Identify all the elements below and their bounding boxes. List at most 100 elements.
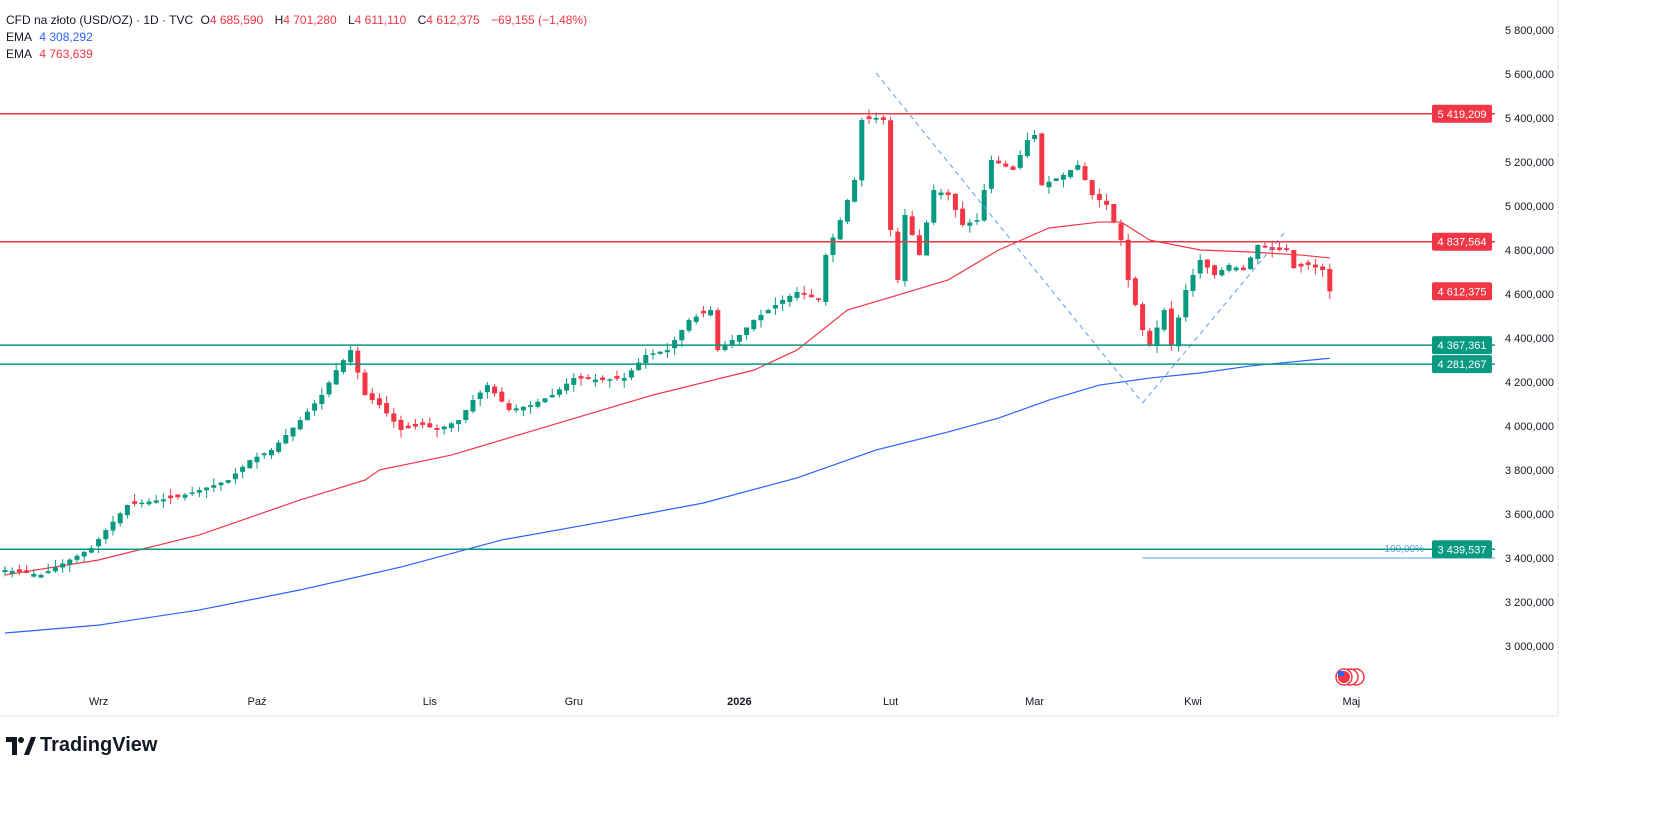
flag-canton — [1338, 671, 1344, 676]
support-level-tag — [1432, 355, 1492, 374]
candle-body — [1003, 163, 1009, 167]
low-value: 4 611,110 — [354, 13, 407, 27]
candle-body — [67, 559, 73, 565]
x-tick-label: Maj — [1343, 696, 1361, 708]
open-value: 4 685,590 — [209, 13, 264, 27]
candle-body — [736, 334, 742, 342]
candle-body — [916, 235, 922, 256]
candle-body — [1248, 257, 1254, 270]
candle-body — [549, 394, 555, 398]
y-tick-label: 5 200,000 — [1505, 157, 1554, 169]
y-tick-label: 4 600,000 — [1505, 289, 1554, 301]
y-tick-label: 3 000,000 — [1505, 641, 1554, 653]
candle-body — [117, 513, 123, 524]
candle-body — [1118, 223, 1124, 241]
candle-body — [420, 422, 426, 425]
candle-body — [542, 398, 548, 403]
y-tick-label: 5 600,000 — [1505, 69, 1554, 81]
candle-body — [319, 394, 325, 405]
candle-body — [1219, 270, 1225, 276]
candle-body — [859, 119, 865, 181]
candle-body — [405, 425, 411, 429]
resistance-level-tag — [1432, 104, 1492, 123]
candle-body — [621, 378, 627, 381]
candle-body — [960, 208, 966, 225]
candle-body — [45, 571, 51, 574]
candle-body — [751, 319, 757, 330]
candle-body — [1183, 290, 1189, 318]
candle-body — [1226, 264, 1232, 271]
candle-body — [600, 377, 606, 381]
candle-body — [650, 353, 656, 355]
trend-line — [1142, 229, 1287, 404]
us-flag-events-icon[interactable] — [1335, 668, 1365, 686]
candle-body — [664, 350, 670, 353]
candle-body — [24, 570, 30, 573]
candle-body — [672, 340, 678, 349]
y-tick-label: 4 400,000 — [1505, 333, 1554, 345]
candle-body — [902, 215, 908, 282]
candle-body — [520, 406, 526, 411]
candle-body — [700, 310, 706, 314]
y-tick-label: 3 200,000 — [1505, 597, 1554, 609]
y-tick-label: 3 600,000 — [1505, 509, 1554, 521]
candle-body — [52, 567, 58, 572]
tradingview-logo[interactable]: TradingView — [6, 734, 157, 757]
candle-body — [96, 539, 102, 547]
candle-body — [708, 310, 714, 316]
last-price-tag-label: 4 612,375 — [1438, 286, 1487, 298]
close-value: 4 612,375 — [426, 13, 480, 27]
chart-background — [0, 0, 1666, 730]
candle-body — [1262, 245, 1268, 248]
price-chart[interactable]: 3 000,000 3 200,000 3 400,000 3 600,000 3 80… — [0, 0, 1666, 730]
candle-body — [1197, 259, 1203, 274]
candle-body — [132, 501, 138, 504]
candle-body — [391, 413, 397, 422]
candle-body — [556, 389, 562, 395]
candle-body — [1204, 259, 1210, 268]
candle-body — [852, 180, 858, 202]
candle-body — [909, 216, 915, 236]
candle-body — [830, 237, 836, 255]
candle-body — [1017, 154, 1023, 168]
candle-body — [780, 299, 786, 304]
candle-body — [81, 551, 87, 557]
candle-body — [528, 405, 534, 407]
candle-body — [1060, 174, 1066, 180]
candle-body — [564, 383, 570, 391]
candle-body — [312, 403, 318, 411]
candle-body — [110, 521, 116, 531]
x-tick-label: Lut — [883, 696, 898, 708]
candle-body — [492, 386, 498, 394]
candle-body — [456, 420, 462, 425]
candle-body — [362, 372, 368, 395]
candle-body — [571, 378, 577, 385]
candle-body — [679, 330, 685, 341]
resistance-level-tag — [1432, 232, 1492, 251]
candle-body — [657, 351, 663, 354]
candle-body — [1291, 250, 1297, 269]
candle-body — [160, 499, 166, 502]
candle-body — [1154, 327, 1160, 346]
candle-body — [1312, 264, 1318, 268]
support-level-tag-label: 4 367,361 — [1438, 340, 1487, 352]
candle-body — [448, 423, 454, 429]
candle-body — [247, 460, 253, 469]
candle-body — [297, 420, 303, 430]
chart-legend: CFD na złoto (USD/OZ) · 1D · TVC O4 685,… — [6, 12, 591, 63]
candle-body — [290, 427, 296, 437]
candle-body — [758, 314, 764, 321]
x-tick-label: Wrz — [89, 696, 108, 708]
candle-body — [1140, 304, 1146, 331]
candle-body — [463, 410, 469, 420]
legend-ema-slow[interactable]: EMA 4 308,292 — [6, 29, 591, 46]
symbol-title[interactable]: CFD na złoto (USD/OZ) · 1D · TVC — [6, 13, 194, 27]
support-level-tag — [1432, 336, 1492, 355]
candle-body — [232, 473, 238, 480]
support-level-tag-label: 3 439,537 — [1438, 544, 1487, 556]
legend-ema-fast[interactable]: EMA 4 763,639 — [6, 46, 591, 63]
candle-body — [182, 494, 188, 498]
ema-fast-line — [4, 221, 1330, 576]
candle-body — [765, 309, 771, 314]
candle-body — [1190, 274, 1196, 291]
